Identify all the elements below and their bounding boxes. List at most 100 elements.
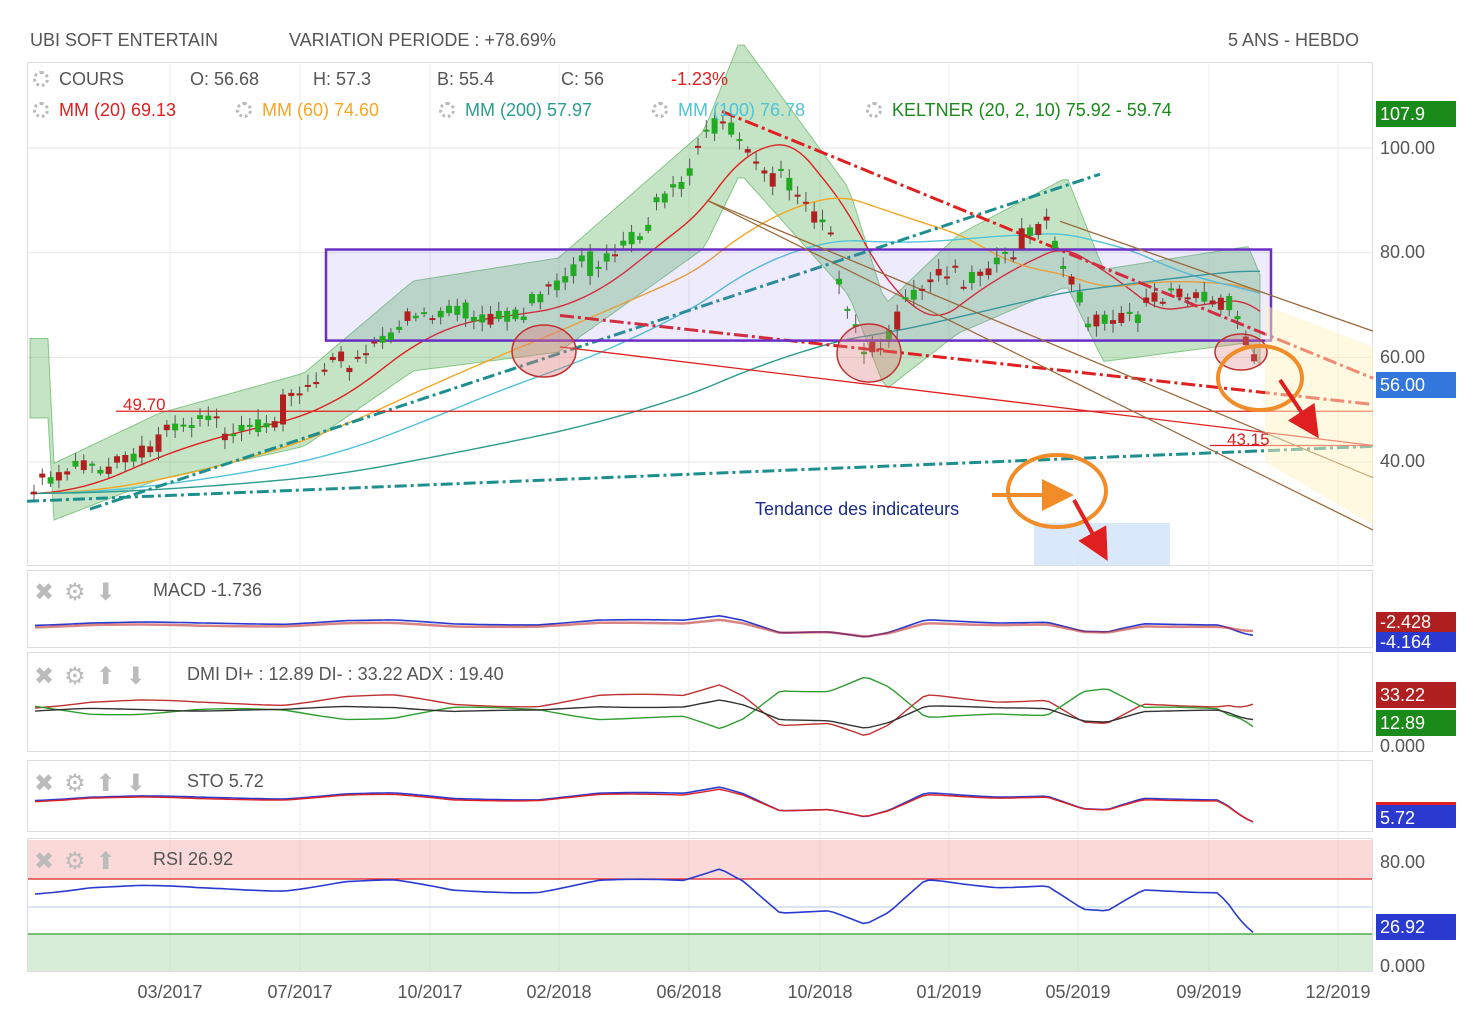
trend-note: Tendance des indicateurs bbox=[755, 499, 960, 519]
candle-body bbox=[304, 384, 311, 387]
candle-body bbox=[595, 266, 602, 269]
arrow-down-icon[interactable]: ⬇ bbox=[95, 579, 126, 606]
down-arrow bbox=[1278, 378, 1319, 439]
candle-body bbox=[412, 315, 419, 319]
candle-body bbox=[454, 305, 461, 315]
candle-body bbox=[952, 265, 959, 268]
candlesticks bbox=[31, 110, 1258, 501]
candle-body bbox=[1143, 297, 1150, 303]
legend-cours[interactable]: COURS bbox=[33, 69, 124, 90]
arrow-down-icon[interactable]: ⬇ bbox=[125, 663, 156, 690]
sto-tag: 5.72 bbox=[1376, 802, 1456, 828]
rsi-controls[interactable]: ✖⚙⬆ bbox=[34, 847, 126, 876]
macd-controls[interactable]: ✖⚙⬇ bbox=[34, 578, 126, 607]
arrow-down-icon[interactable]: ⬇ bbox=[125, 770, 156, 797]
rsi-tick-80: 80.00 bbox=[1380, 852, 1426, 872]
rsi-zero: 0.000 bbox=[1380, 956, 1426, 976]
target-label: 43.15 bbox=[1227, 430, 1270, 449]
legend-mm60-label: MM (60) 74.60 bbox=[262, 100, 380, 120]
close-icon[interactable]: ✖ bbox=[34, 770, 65, 797]
gear-icon[interactable] bbox=[236, 102, 252, 118]
gear-icon[interactable]: ⚙ bbox=[64, 848, 96, 875]
sto-label: STO 5.72 bbox=[187, 771, 264, 792]
rsi-name: RSI bbox=[153, 849, 184, 869]
candle-body bbox=[1002, 251, 1009, 254]
keltner-area bbox=[29, 44, 1261, 521]
gear-icon[interactable]: ⚙ bbox=[64, 770, 96, 797]
candle-body bbox=[1060, 266, 1067, 269]
candle-body bbox=[387, 332, 394, 341]
legend-mm20[interactable]: MM (20) 69.13 bbox=[33, 100, 176, 121]
candle-body bbox=[778, 168, 784, 171]
candle-body bbox=[587, 251, 594, 277]
keltner-band bbox=[29, 44, 1261, 521]
candle-body bbox=[919, 288, 926, 291]
last-high-tag: 107.9 bbox=[1376, 101, 1456, 127]
x-tick: 02/2018 bbox=[526, 982, 592, 1002]
candle-body bbox=[64, 471, 71, 475]
gear-icon[interactable] bbox=[33, 71, 49, 87]
x-tick: 06/2018 bbox=[656, 982, 722, 1002]
candle-body bbox=[578, 255, 585, 262]
support-label: 49.70 bbox=[123, 395, 166, 414]
arrow-up-icon[interactable]: ⬆ bbox=[95, 770, 126, 797]
candle-body bbox=[653, 197, 660, 203]
sto-controls[interactable]: ✖⚙⬆⬇ bbox=[34, 769, 156, 798]
close-icon[interactable]: ✖ bbox=[34, 663, 65, 690]
arrow-up-icon[interactable]: ⬆ bbox=[95, 848, 126, 875]
candle-body bbox=[487, 313, 494, 325]
candle-body bbox=[753, 161, 760, 164]
x-tick: 01/2019 bbox=[916, 982, 982, 1002]
dmi-tag-minus: 33.22 bbox=[1376, 682, 1456, 708]
candle-body bbox=[695, 145, 701, 148]
candle-body bbox=[944, 276, 950, 279]
candle-body bbox=[1226, 295, 1233, 311]
dmi-controls[interactable]: ✖⚙⬆⬇ bbox=[34, 662, 156, 691]
y-tick-40: 40.00 bbox=[1380, 451, 1426, 471]
close-icon[interactable]: ✖ bbox=[34, 579, 65, 606]
highlight-circle bbox=[1214, 333, 1268, 371]
candle-body bbox=[172, 423, 179, 431]
candle-body bbox=[288, 392, 295, 396]
candle-body bbox=[728, 122, 735, 135]
candle-body bbox=[363, 353, 369, 356]
gear-icon[interactable]: ⚙ bbox=[64, 579, 96, 606]
legend-mm100[interactable]: MM (100) 76.78 bbox=[652, 100, 805, 121]
macd-signal-line bbox=[34, 618, 1254, 638]
period-variation: VARIATION PERIODE : +78.69% bbox=[289, 30, 556, 50]
candle-body bbox=[993, 257, 1000, 265]
legend-cours-label: COURS bbox=[59, 69, 125, 89]
indicator-lines bbox=[28, 614, 1372, 971]
period-setting[interactable]: 5 ANS - HEBDO bbox=[1228, 30, 1360, 50]
legend-mm200[interactable]: MM (200) 57.97 bbox=[439, 100, 592, 121]
gear-icon[interactable] bbox=[33, 102, 49, 118]
target-line bbox=[559, 346, 1374, 447]
highlight-circle bbox=[836, 323, 902, 383]
candle-body bbox=[80, 460, 87, 471]
candle-body bbox=[844, 308, 851, 311]
legend-mm60[interactable]: MM (60) 74.60 bbox=[236, 100, 379, 121]
candle-body bbox=[819, 219, 826, 223]
arrow-up-icon[interactable]: ⬆ bbox=[95, 663, 126, 690]
gear-icon[interactable]: ⚙ bbox=[64, 663, 96, 690]
gear-icon[interactable] bbox=[652, 102, 668, 118]
candle-body bbox=[562, 276, 569, 283]
candle-body bbox=[537, 293, 544, 303]
candle-body bbox=[255, 419, 262, 432]
sto-panel bbox=[27, 760, 1373, 832]
ma100-line bbox=[29, 233, 1261, 495]
close-icon[interactable]: ✖ bbox=[34, 848, 65, 875]
candle-body bbox=[495, 310, 502, 319]
consolidation-rectangle bbox=[324, 248, 1273, 342]
candle-body bbox=[313, 381, 320, 385]
legend-keltner[interactable]: KELTNER (20, 2, 10) 75.92 - 59.74 bbox=[866, 100, 1172, 121]
candle-body bbox=[1043, 216, 1050, 221]
candle-body bbox=[802, 201, 809, 204]
candle-body bbox=[197, 415, 203, 419]
candle-body bbox=[1159, 301, 1166, 304]
legend-mm100-label: MM (100) 76.78 bbox=[678, 100, 806, 120]
gear-icon[interactable] bbox=[439, 102, 455, 118]
candle-body bbox=[1168, 288, 1175, 291]
gear-icon[interactable] bbox=[866, 102, 882, 118]
